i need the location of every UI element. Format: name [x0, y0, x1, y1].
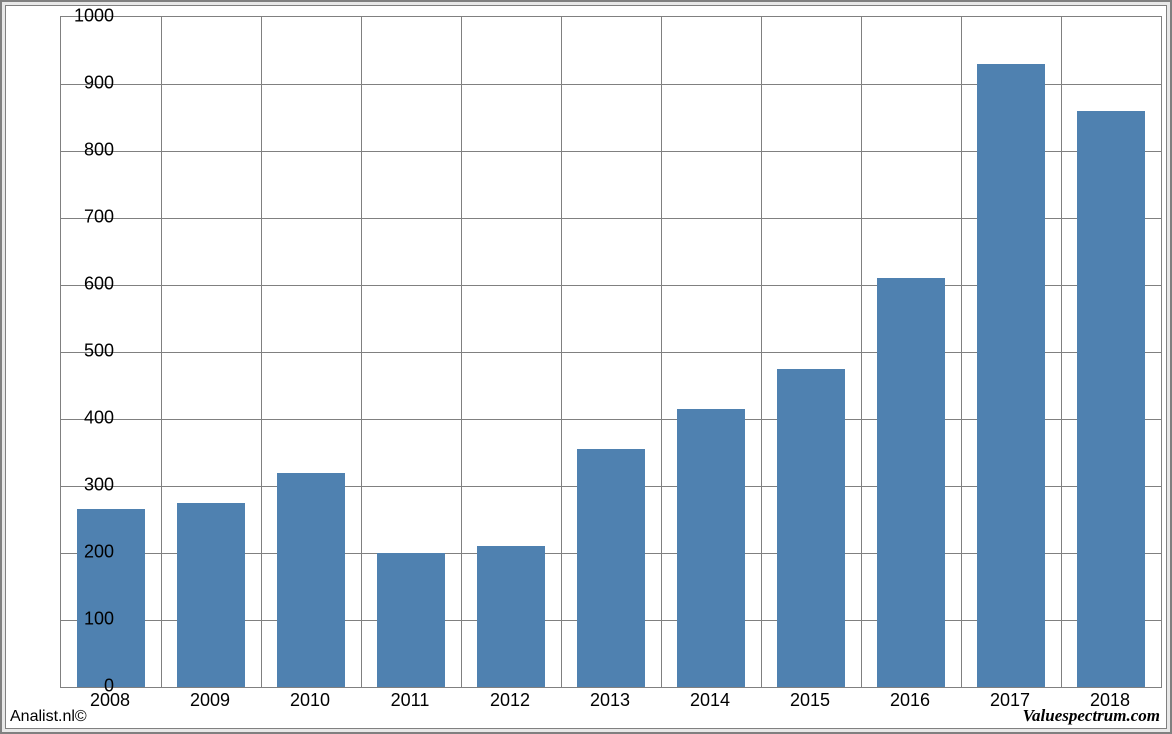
x-tick-label: 2014 [690, 690, 730, 711]
bar [177, 503, 245, 687]
bar [377, 553, 445, 687]
y-tick-label: 600 [50, 274, 114, 295]
gridline-vertical [461, 17, 462, 687]
bar [777, 369, 845, 687]
gridline-vertical [161, 17, 162, 687]
x-tick-label: 2016 [890, 690, 930, 711]
chart-outer-frame: 01002003004005006007008009001000 2008200… [0, 0, 1172, 734]
x-tick-label: 2008 [90, 690, 130, 711]
x-tick-label: 2010 [290, 690, 330, 711]
gridline-vertical [661, 17, 662, 687]
y-tick-label: 500 [50, 341, 114, 362]
gridline-vertical [361, 17, 362, 687]
x-tick-label: 2013 [590, 690, 630, 711]
bar [977, 64, 1045, 687]
y-tick-label: 300 [50, 475, 114, 496]
y-tick-label: 700 [50, 207, 114, 228]
footer-left-source: Analist.nl© [10, 708, 87, 726]
gridline-vertical [761, 17, 762, 687]
y-tick-label: 1000 [50, 6, 114, 27]
bar [577, 449, 645, 687]
x-tick-label: 2011 [391, 690, 430, 711]
bar [1077, 111, 1145, 687]
y-tick-label: 100 [50, 609, 114, 630]
chart-inner-frame: 01002003004005006007008009001000 2008200… [5, 5, 1167, 729]
gridline-vertical [961, 17, 962, 687]
y-tick-label: 200 [50, 542, 114, 563]
x-tick-label: 2012 [490, 690, 530, 711]
x-tick-label: 2015 [790, 690, 830, 711]
gridline-vertical [561, 17, 562, 687]
bar [677, 409, 745, 687]
bar [477, 546, 545, 687]
gridline-vertical [261, 17, 262, 687]
bar [877, 278, 945, 687]
y-tick-label: 800 [50, 140, 114, 161]
bar [77, 509, 145, 687]
y-tick-label: 900 [50, 73, 114, 94]
plot-area [60, 16, 1162, 688]
y-tick-label: 400 [50, 408, 114, 429]
footer-right-source: Valuespectrum.com [1023, 706, 1160, 726]
gridline-vertical [1061, 17, 1062, 687]
gridline-vertical [861, 17, 862, 687]
bar [277, 473, 345, 687]
x-tick-label: 2009 [190, 690, 230, 711]
